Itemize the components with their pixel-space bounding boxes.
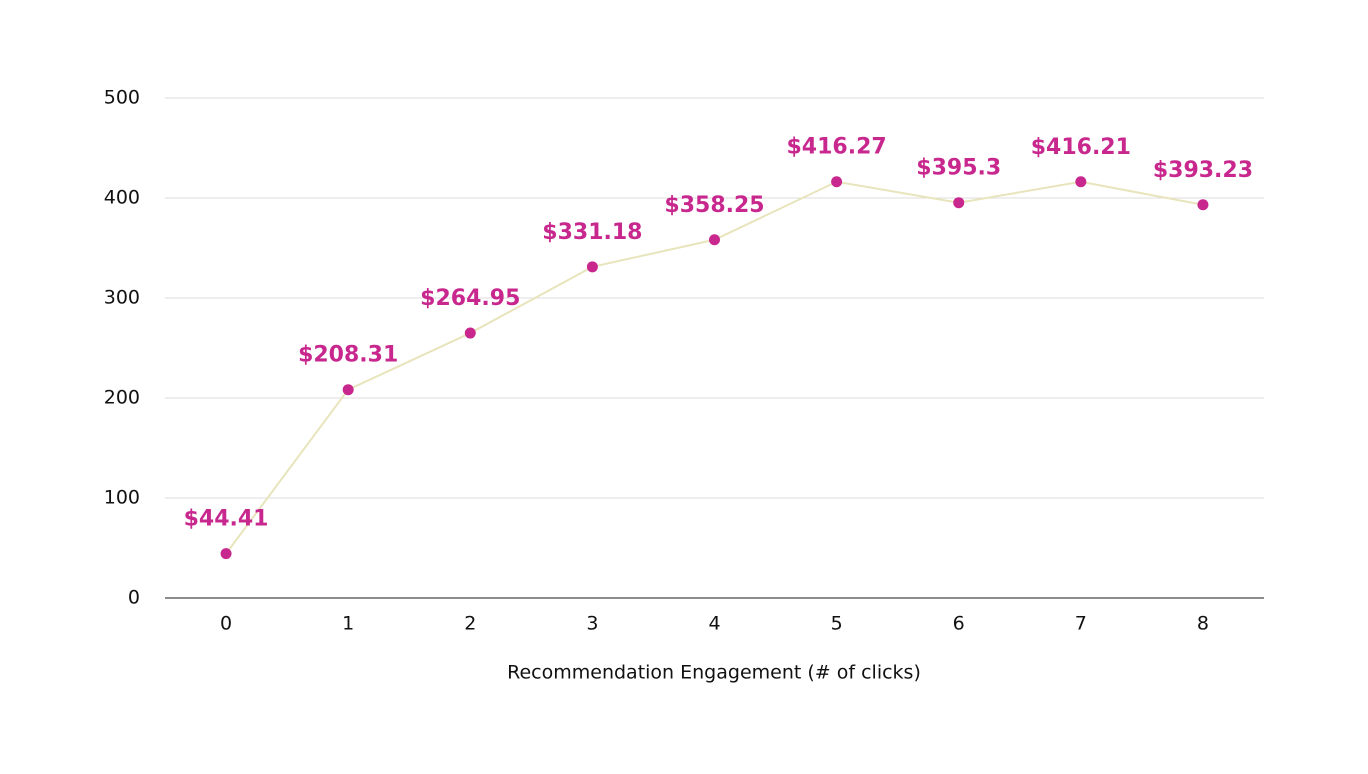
x-axis-label: Recommendation Engagement (# of clicks) xyxy=(507,662,921,684)
value-label: $416.27 xyxy=(787,135,887,160)
point xyxy=(464,327,476,339)
x-tick-label: 5 xyxy=(831,613,843,635)
value-label: $395.3 xyxy=(916,156,1001,181)
y-tick-label: 500 xyxy=(104,87,140,109)
point xyxy=(342,384,354,396)
value-label: $331.18 xyxy=(542,220,642,245)
value-label: $208.31 xyxy=(298,343,398,368)
point xyxy=(1197,199,1209,211)
x-tick-label: 0 xyxy=(220,613,232,635)
value-label: $44.41 xyxy=(184,507,269,532)
y-tick-label: 400 xyxy=(104,187,140,209)
x-tick-label: 8 xyxy=(1197,613,1209,635)
point xyxy=(709,234,720,246)
x-tick-label: 3 xyxy=(586,613,598,635)
point xyxy=(1075,176,1087,188)
y-tick-label: 0 xyxy=(128,587,140,609)
value-label: $393.23 xyxy=(1153,158,1253,183)
point xyxy=(953,197,965,209)
point xyxy=(831,176,843,188)
value-label: $416.21 xyxy=(1031,135,1131,160)
x-tick-label: 4 xyxy=(708,613,720,635)
y-tick-label: 300 xyxy=(104,287,140,309)
x-tick-label: 1 xyxy=(342,613,354,635)
x-tick-label: 6 xyxy=(953,613,965,635)
point xyxy=(220,548,232,560)
x-tick-label: 2 xyxy=(464,613,476,635)
value-label: $264.95 xyxy=(420,286,520,311)
y-tick-label: 200 xyxy=(104,387,140,409)
value-label: $358.25 xyxy=(664,193,764,218)
x-tick-label: 7 xyxy=(1075,613,1087,635)
point xyxy=(586,261,598,273)
y-tick-label: 100 xyxy=(104,487,140,509)
